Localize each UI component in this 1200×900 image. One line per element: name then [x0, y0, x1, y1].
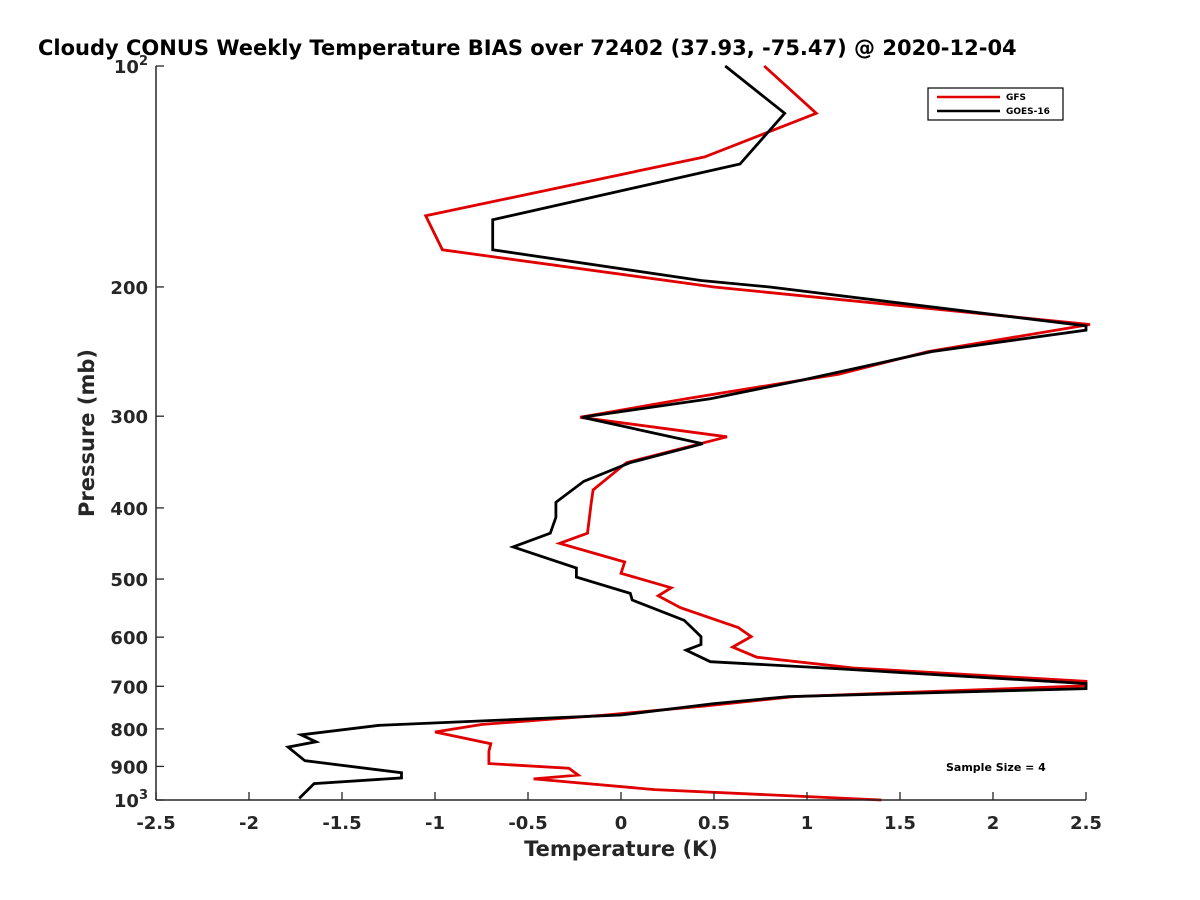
y-tick-label: 700 — [110, 677, 148, 698]
chart-title: Cloudy CONUS Weekly Temperature BIAS ove… — [38, 36, 1017, 60]
x-tick-label: -2 — [239, 813, 259, 834]
y-tick-label: 102 — [114, 54, 148, 78]
legend: GFS GOES-16 — [927, 87, 1064, 121]
series-layer — [284, 64, 1091, 802]
x-tick-label: -1 — [425, 813, 445, 834]
x-tick-label: -2.5 — [136, 813, 175, 834]
y-tick-label: 200 — [110, 278, 148, 299]
y-tick-label: 103 — [114, 788, 148, 812]
x-tick-label: 0 — [615, 813, 628, 834]
y-tick-labels: 102 200 300 400 500 600 700 800 900 103 — [110, 54, 148, 812]
x-tick-label: -1.5 — [322, 813, 361, 834]
legend-label-gfs: GFS — [1006, 93, 1026, 103]
y-tick-label: 400 — [110, 499, 148, 520]
series-line-goes-16 — [284, 64, 1088, 800]
y-tick-label: 800 — [110, 720, 148, 741]
x-tick-label: 1.5 — [884, 813, 916, 834]
plot-area — [156, 66, 1086, 800]
x-tick-label: 2.5 — [1070, 813, 1102, 834]
x-tick-label: 1 — [801, 813, 814, 834]
y-tick-label: 900 — [110, 757, 148, 778]
y-tick-label: 500 — [110, 570, 148, 591]
y-axis-label: Pressure (mb) — [75, 349, 99, 517]
axes-layer — [155, 65, 1087, 801]
sample-size-annotation: Sample Size = 4 — [946, 761, 1046, 774]
x-tick-label: 2 — [987, 813, 1000, 834]
legend-label-goes16: GOES-16 — [1006, 107, 1050, 117]
y-tick-label: 300 — [110, 407, 148, 428]
x-tick-label: 0.5 — [698, 813, 730, 834]
x-tick-labels: -2.5 -2 -1.5 -1 -0.5 0 0.5 1 1.5 2 2.5 — [136, 813, 1102, 834]
x-tick-label: -0.5 — [508, 813, 547, 834]
legend-box — [927, 87, 1064, 121]
y-tick-label: 600 — [110, 628, 148, 649]
x-axis-label: Temperature (K) — [524, 837, 718, 861]
